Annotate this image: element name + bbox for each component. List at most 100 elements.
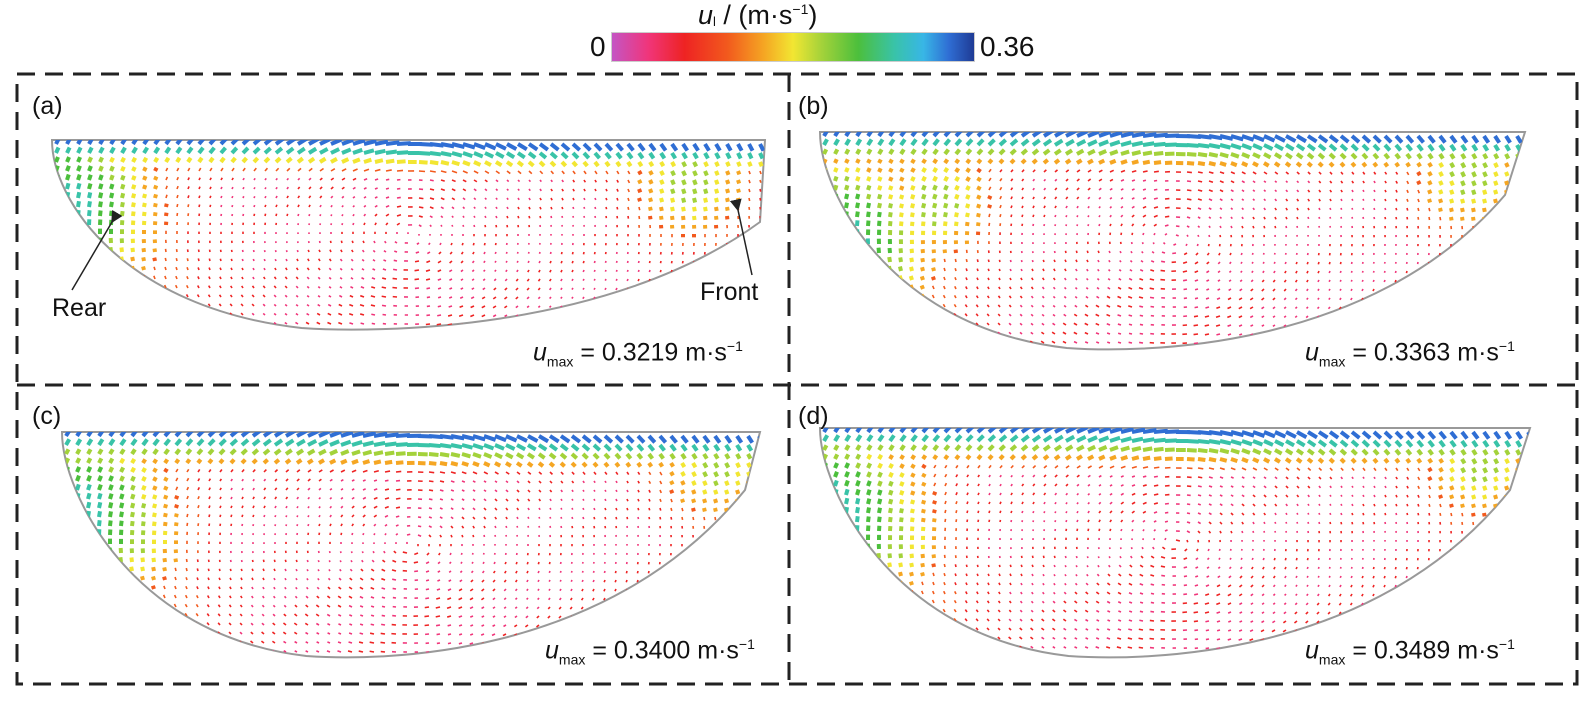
velocity-vector xyxy=(1361,439,1371,448)
velocity-vector xyxy=(337,650,342,653)
velocity-vector xyxy=(1128,277,1133,281)
velocity-vector xyxy=(163,585,166,590)
velocity-vector xyxy=(1216,306,1221,310)
velocity-vector xyxy=(95,629,101,635)
velocity-vector xyxy=(470,323,475,327)
velocity-vector xyxy=(1087,187,1091,191)
velocity-vector xyxy=(580,624,584,628)
velocity-vector xyxy=(1306,143,1316,152)
velocity-vector xyxy=(1294,324,1298,328)
velocity-vector xyxy=(1372,152,1380,160)
velocity-vector xyxy=(659,323,662,327)
velocity-vector xyxy=(735,462,741,469)
velocity-vector xyxy=(1318,485,1322,489)
velocity-vector xyxy=(703,161,709,168)
velocity-vector xyxy=(469,615,474,618)
velocity-vector xyxy=(1230,180,1235,184)
velocity-vector xyxy=(1273,261,1276,265)
velocity-vector xyxy=(347,650,353,653)
velocity-vector xyxy=(151,621,155,626)
velocity-vector xyxy=(561,179,565,183)
velocity-vector xyxy=(1460,207,1465,213)
velocity-vector xyxy=(724,453,731,460)
velocity-vector xyxy=(1230,207,1234,211)
velocity-vector xyxy=(1383,297,1386,301)
velocity-vector xyxy=(208,487,211,491)
velocity-vector xyxy=(1063,295,1067,299)
velocity-vector xyxy=(1064,454,1072,461)
velocity-vector xyxy=(647,461,654,468)
velocity-vector xyxy=(1383,306,1386,310)
velocity-vector xyxy=(515,561,518,565)
velocity-vector xyxy=(318,523,321,527)
velocity-vector xyxy=(1460,143,1468,152)
velocity-vector xyxy=(396,213,402,217)
velocity-vector xyxy=(505,489,509,493)
velocity-vector xyxy=(942,303,946,308)
velocity-vector xyxy=(659,142,668,152)
velocity-vector xyxy=(1361,279,1364,282)
velocity-vector xyxy=(899,148,906,156)
velocity-vector xyxy=(1504,458,1510,465)
velocity-vector xyxy=(702,434,711,444)
velocity-vector xyxy=(1252,180,1256,184)
velocity-vector xyxy=(669,461,675,468)
velocity-vector xyxy=(62,638,68,644)
velocity-vector xyxy=(998,454,1005,461)
velocity-vector xyxy=(888,138,896,147)
velocity-vector xyxy=(118,292,124,298)
velocity-vector xyxy=(759,188,762,192)
velocity-vector xyxy=(593,507,596,511)
velocity-vector xyxy=(230,478,233,482)
velocity-vector xyxy=(440,224,443,227)
velocity-vector xyxy=(604,278,607,281)
velocity-vector xyxy=(965,132,975,138)
velocity-vector xyxy=(107,301,113,307)
velocity-vector xyxy=(484,170,490,175)
velocity-vector xyxy=(197,487,201,491)
velocity-vector xyxy=(853,338,859,345)
velocity-vector xyxy=(1030,331,1034,335)
velocity-vector xyxy=(340,432,354,438)
velocity-vector xyxy=(550,170,555,175)
velocity-vector xyxy=(570,452,579,460)
velocity-vector xyxy=(954,202,960,209)
velocity-vector xyxy=(844,479,850,487)
velocity-vector xyxy=(130,448,137,456)
velocity-vector xyxy=(483,461,491,468)
velocity-vector xyxy=(64,510,69,518)
velocity-vector xyxy=(1416,315,1419,318)
velocity-vector xyxy=(108,475,114,482)
velocity-vector xyxy=(548,588,551,592)
velocity-vector xyxy=(483,260,486,264)
velocity-vector xyxy=(758,278,761,282)
velocity-vector xyxy=(128,629,134,636)
velocity-vector xyxy=(306,267,310,271)
velocity-vector xyxy=(151,575,156,581)
velocity-vector xyxy=(1098,169,1103,173)
velocity-vector xyxy=(106,620,112,626)
velocity-vector xyxy=(1482,485,1488,491)
velocity-vector xyxy=(1230,457,1238,464)
velocity-vector xyxy=(966,474,970,478)
velocity-vector xyxy=(571,151,580,160)
velocity-vector xyxy=(174,494,180,500)
velocity-vector xyxy=(283,640,287,644)
velocity-vector xyxy=(362,459,371,465)
velocity-vector xyxy=(502,642,507,646)
velocity-vector xyxy=(550,179,553,183)
velocity-vector xyxy=(207,458,214,465)
velocity-vector xyxy=(339,277,343,280)
velocity-vector xyxy=(1119,250,1122,254)
velocity-vector xyxy=(274,267,277,271)
velocity-vector xyxy=(1185,243,1188,247)
velocity-vector xyxy=(462,170,468,174)
velocity-vector xyxy=(380,650,386,653)
velocity-vector xyxy=(185,567,188,572)
velocity-vector xyxy=(286,204,289,208)
velocity-vector xyxy=(131,166,137,172)
velocity-vector xyxy=(1416,306,1419,309)
velocity-vector xyxy=(348,312,354,316)
velocity-vector xyxy=(1238,306,1243,310)
velocity-vector xyxy=(186,513,189,518)
